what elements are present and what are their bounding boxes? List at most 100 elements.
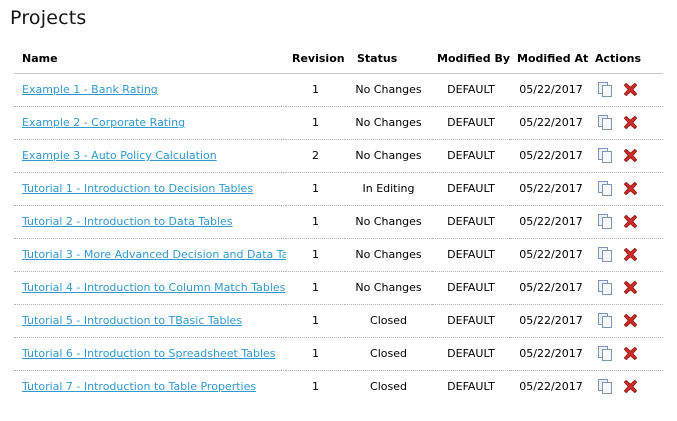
modified-by-cell: DEFAULT bbox=[432, 205, 510, 239]
table-row: Tutorial 7 - Introduction to Table Prope… bbox=[14, 370, 663, 403]
revision-cell: 1 bbox=[286, 304, 345, 338]
modified-by-cell: DEFAULT bbox=[447, 380, 495, 394]
column-header-status: Status bbox=[345, 44, 432, 74]
project-name-cell: Tutorial 6 - Introduction to Spreadsheet… bbox=[14, 337, 286, 371]
modified-by-cell: DEFAULT bbox=[432, 304, 510, 338]
status-cell: No Changes bbox=[345, 205, 432, 239]
delete-icon[interactable] bbox=[623, 247, 637, 262]
status-cell: Closed bbox=[345, 304, 432, 338]
actions-cell bbox=[592, 304, 663, 338]
project-link[interactable]: Tutorial 6 - Introduction to Spreadsheet… bbox=[22, 347, 276, 360]
table-row: Tutorial 3 - More Advanced Decision and … bbox=[14, 238, 663, 272]
column-header-actions: Actions bbox=[592, 44, 663, 74]
actions-cell bbox=[592, 73, 663, 107]
modified-by-cell: DEFAULT bbox=[432, 172, 510, 206]
column-header-name: Name bbox=[14, 44, 286, 74]
status-cell: No Changes bbox=[345, 106, 432, 140]
modified-by-cell: DEFAULT bbox=[432, 139, 510, 173]
project-name-cell: Tutorial 5 - Introduction to TBasic Tabl… bbox=[14, 304, 286, 338]
delete-icon[interactable] bbox=[623, 181, 637, 196]
table-body: Example 1 - Bank Rating 1 No Changes DEF… bbox=[14, 73, 663, 403]
projects-page: { "page": { "title": "Projects" }, "tabl… bbox=[0, 7, 677, 421]
modified-at-cell: 05/22/2017 bbox=[510, 73, 592, 107]
table-row: Example 2 - Corporate Rating 1 No Change… bbox=[14, 106, 663, 140]
copy-icon[interactable] bbox=[597, 312, 613, 329]
table-row: Tutorial 2 - Introduction to Data Tables… bbox=[14, 205, 663, 239]
project-link[interactable]: Tutorial 3 - More Advanced Decision and … bbox=[22, 248, 286, 261]
copy-icon[interactable] bbox=[597, 180, 613, 197]
delete-icon[interactable] bbox=[623, 280, 637, 295]
project-link[interactable]: Tutorial 7 - Introduction to Table Prope… bbox=[22, 380, 257, 394]
project-name-cell: Example 2 - Corporate Rating bbox=[14, 106, 286, 140]
revision-cell: 2 bbox=[286, 139, 345, 173]
delete-icon[interactable] bbox=[623, 313, 637, 328]
project-link[interactable]: Tutorial 2 - Introduction to Data Tables bbox=[22, 215, 233, 228]
modified-at-cell: 05/22/2017 bbox=[510, 238, 592, 272]
copy-icon[interactable] bbox=[597, 246, 613, 263]
delete-icon[interactable] bbox=[623, 379, 637, 394]
delete-icon[interactable] bbox=[623, 115, 637, 130]
modified-at-cell: 05/22/2017 bbox=[510, 106, 592, 140]
modified-by-cell: DEFAULT bbox=[432, 337, 510, 371]
delete-icon[interactable] bbox=[623, 346, 637, 361]
project-link[interactable]: Tutorial 4 - Introduction to Column Matc… bbox=[22, 281, 286, 294]
revision-cell: 1 bbox=[286, 337, 345, 371]
modified-by-cell: DEFAULT bbox=[432, 271, 510, 305]
table-row: Example 3 - Auto Policy Calculation 2 No… bbox=[14, 139, 663, 173]
copy-icon[interactable] bbox=[597, 345, 613, 362]
actions-cell bbox=[592, 172, 663, 206]
project-link[interactable]: Example 2 - Corporate Rating bbox=[22, 116, 186, 129]
revision-cell: 1 bbox=[312, 380, 319, 394]
project-link[interactable]: Tutorial 1 - Introduction to Decision Ta… bbox=[22, 182, 254, 195]
table-row: Tutorial 5 - Introduction to TBasic Tabl… bbox=[14, 304, 663, 338]
project-link[interactable]: Tutorial 5 - Introduction to TBasic Tabl… bbox=[22, 314, 243, 327]
status-cell: Closed bbox=[345, 337, 432, 371]
copy-icon[interactable] bbox=[597, 147, 613, 164]
modified-at-cell: 05/22/2017 bbox=[510, 271, 592, 305]
status-cell: In Editing bbox=[345, 172, 432, 206]
table-header-row: Name Revision Status Modified By Modifie… bbox=[14, 44, 663, 74]
project-name-cell: Tutorial 7 - Introduction to Table Prope… bbox=[14, 370, 286, 403]
copy-icon[interactable] bbox=[597, 279, 613, 296]
copy-icon[interactable] bbox=[597, 378, 613, 395]
actions-cell bbox=[592, 139, 663, 173]
project-name-cell: Tutorial 2 - Introduction to Data Tables bbox=[14, 205, 286, 239]
project-link[interactable]: Example 3 - Auto Policy Calculation bbox=[22, 149, 217, 162]
table-row: Tutorial 1 - Introduction to Decision Ta… bbox=[14, 172, 663, 206]
copy-icon[interactable] bbox=[597, 213, 613, 230]
modified-by-cell: DEFAULT bbox=[432, 73, 510, 107]
modified-at-cell: 05/22/2017 bbox=[519, 380, 583, 394]
actions-cell bbox=[592, 337, 663, 371]
revision-cell: 1 bbox=[286, 73, 345, 107]
project-name-cell: Example 1 - Bank Rating bbox=[14, 73, 286, 107]
modified-at-cell: 05/22/2017 bbox=[510, 337, 592, 371]
modified-at-cell: 05/22/2017 bbox=[510, 205, 592, 239]
actions-cell bbox=[592, 271, 663, 305]
actions-cell bbox=[592, 238, 663, 272]
revision-cell: 1 bbox=[286, 106, 345, 140]
actions-cell bbox=[592, 205, 663, 239]
project-name-cell: Tutorial 1 - Introduction to Decision Ta… bbox=[14, 172, 286, 206]
revision-cell: 1 bbox=[286, 271, 345, 305]
column-header-revision: Revision bbox=[286, 44, 345, 74]
modified-at-cell: 05/22/2017 bbox=[510, 139, 592, 173]
project-name-cell: Tutorial 4 - Introduction to Column Matc… bbox=[14, 271, 286, 305]
delete-icon[interactable] bbox=[623, 82, 637, 97]
modified-by-cell: DEFAULT bbox=[432, 106, 510, 140]
copy-icon[interactable] bbox=[597, 114, 613, 131]
table-row: Tutorial 6 - Introduction to Spreadsheet… bbox=[14, 337, 663, 371]
delete-icon[interactable] bbox=[623, 148, 637, 163]
modified-at-cell: 05/22/2017 bbox=[510, 304, 592, 338]
modified-by-cell: DEFAULT bbox=[432, 238, 510, 272]
column-header-modified-by: Modified By bbox=[432, 44, 510, 74]
revision-cell: 1 bbox=[286, 238, 345, 272]
projects-table: Name Revision Status Modified By Modifie… bbox=[14, 44, 663, 403]
page-title: Projects bbox=[10, 7, 87, 29]
project-link[interactable]: Example 1 - Bank Rating bbox=[22, 83, 158, 96]
table-row: Example 1 - Bank Rating 1 No Changes DEF… bbox=[14, 73, 663, 107]
copy-icon[interactable] bbox=[597, 81, 613, 98]
delete-icon[interactable] bbox=[623, 214, 637, 229]
actions-cell bbox=[592, 370, 663, 403]
actions-cell bbox=[592, 106, 663, 140]
status-cell: Closed bbox=[370, 380, 407, 394]
